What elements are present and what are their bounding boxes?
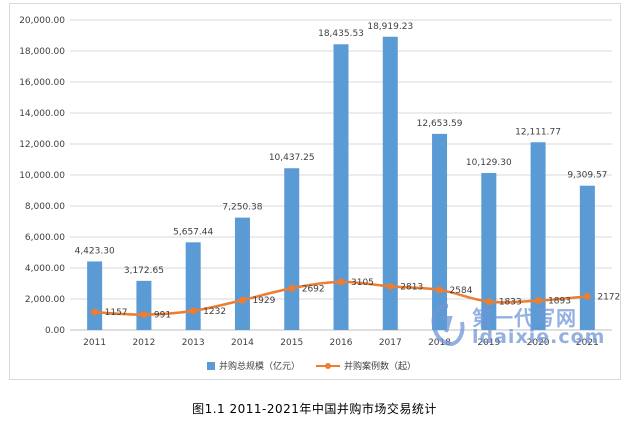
line-point <box>583 292 591 300</box>
bar-value-label: 9,309.57 <box>567 171 607 181</box>
watermark-text-2: ldaixie.com <box>472 326 606 348</box>
bar-value-label: 10,437.25 <box>269 153 315 163</box>
chart: 0.00 2,000.00 4,000.00 6,000.00 8,000.00 10,0… <box>19 16 621 372</box>
line-point <box>386 282 394 290</box>
x-tick-label: 2012 <box>132 338 155 348</box>
bar <box>481 172 497 330</box>
line-point <box>534 297 542 305</box>
bar <box>579 185 595 330</box>
y-tick-label: 18,000.00 <box>19 47 65 57</box>
bar <box>185 242 201 330</box>
bar <box>87 261 103 330</box>
y-tick-label: 16,000.00 <box>19 78 65 88</box>
x-tick-label: 2011 <box>83 338 106 348</box>
legend-bar-swatch <box>207 362 215 370</box>
line-point <box>485 298 493 306</box>
line-point <box>189 307 197 315</box>
line-value-label: 2692 <box>302 284 325 294</box>
legend: 并购总规模（亿元） 并购案例数（起） <box>207 360 416 372</box>
watermark-text-1: 第一代写网 <box>472 306 577 330</box>
line-value-label: 1157 <box>105 308 128 318</box>
bar-value-label: 12,111.77 <box>515 127 561 137</box>
y-tick-label: 6,000.00 <box>25 233 65 243</box>
bar-value-label: 5,657.44 <box>173 227 213 237</box>
line-value-label: 991 <box>154 311 171 321</box>
y-tick-label: 8,000.00 <box>25 202 65 212</box>
x-tick-label: 2015 <box>280 338 303 348</box>
bar <box>432 133 448 330</box>
y-tick-label: 10,000.00 <box>19 171 65 181</box>
y-axis-ticks: 0.00 2,000.00 4,000.00 6,000.00 8,000.00 10,0… <box>19 16 65 336</box>
bar <box>284 168 300 330</box>
line-point <box>288 284 296 292</box>
bar-series <box>87 36 595 331</box>
bar <box>234 217 250 330</box>
y-tick-label: 20,000.00 <box>19 16 65 26</box>
y-tick-label: 14,000.00 <box>19 109 65 119</box>
line-value-label: 1893 <box>548 297 571 307</box>
x-tick-label: 2018 <box>428 338 451 348</box>
x-axis-ticks: 2011 2012 2013 2014 2015 2016 2017 2018 2019 2020… <box>83 338 599 348</box>
bar-value-label: 3,172.65 <box>124 266 164 276</box>
bar <box>382 36 398 331</box>
y-tick-label: 4,000.00 <box>25 264 65 274</box>
bar-value-label: 7,250.38 <box>222 203 262 213</box>
line-point <box>337 278 345 286</box>
line-value-label: 2584 <box>450 286 473 296</box>
x-tick-label: 2014 <box>231 338 254 348</box>
data-labels: 4,423.30 3,172.65 5,657.44 7,250.38 10,437.2… <box>75 22 621 321</box>
y-tick-label: 2,000.00 <box>25 295 65 305</box>
line-value-label: 3105 <box>351 278 374 288</box>
line-value-label: 1929 <box>252 296 275 306</box>
line-value-label: 1232 <box>203 307 226 317</box>
bar-value-label: 10,129.30 <box>466 158 512 168</box>
line-point <box>238 296 246 304</box>
figure-caption: 图1.1 2011-2021年中国并购市场交易统计 <box>192 402 437 416</box>
line-point <box>140 311 148 319</box>
bar-value-label: 12,653.59 <box>417 119 463 129</box>
bar <box>136 280 152 330</box>
bar-value-label: 18,919.23 <box>367 22 413 32</box>
x-tick-label: 2013 <box>182 338 205 348</box>
legend-line-marker <box>325 363 331 369</box>
line-value-label: 1833 <box>499 298 522 308</box>
bar-value-label: 4,423.30 <box>75 246 115 256</box>
chart-frame <box>9 3 621 380</box>
bar-value-label: 18,435.53 <box>318 29 364 39</box>
watermark-logo-icon <box>431 304 465 347</box>
legend-bar-label: 并购总规模（亿元） <box>219 360 300 372</box>
line-point <box>436 286 444 294</box>
bar <box>333 44 349 330</box>
x-tick-label: 2020 <box>527 338 550 348</box>
x-tick-label: 2016 <box>330 338 353 348</box>
x-tick-label: 2017 <box>379 338 402 348</box>
line-value-label: 2813 <box>400 282 423 292</box>
legend-line-label: 并购案例数（起） <box>344 360 416 372</box>
x-tick-label: 2021 <box>576 338 599 348</box>
watermark: 第一代写网 ldaixie.com <box>428 300 618 350</box>
x-tick-label: 2019 <box>477 338 500 348</box>
y-tick-label: 0.00 <box>45 326 65 336</box>
bar <box>530 142 546 330</box>
line-series <box>91 278 591 319</box>
line-point <box>91 308 99 316</box>
line-value-label: 2172 <box>597 292 620 302</box>
y-tick-label: 12,000.00 <box>19 140 65 150</box>
